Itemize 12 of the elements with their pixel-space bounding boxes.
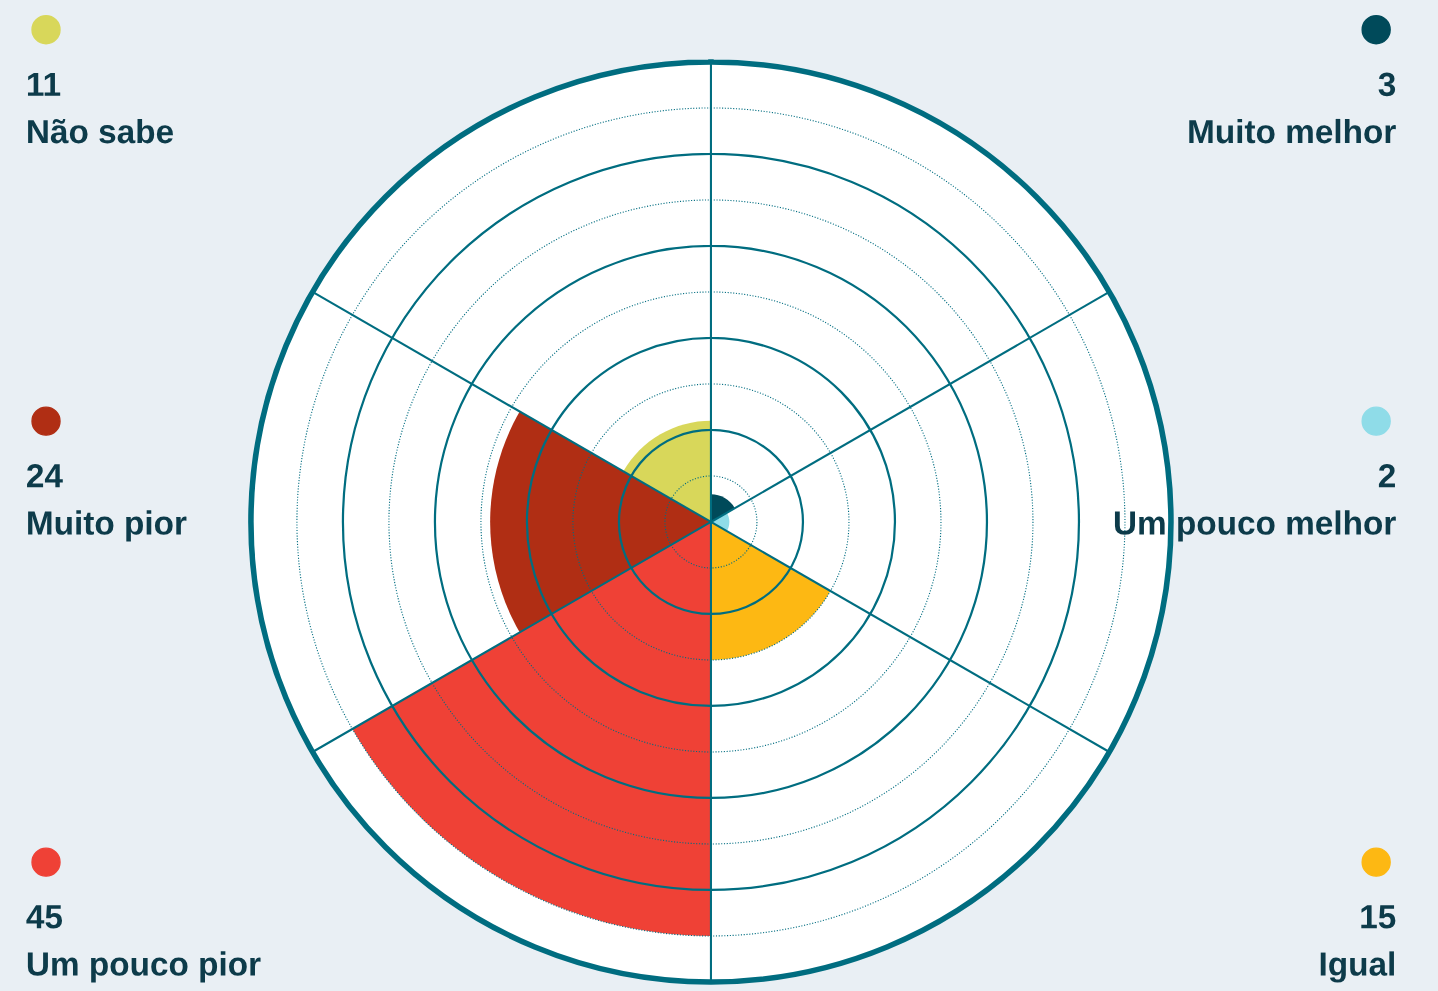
data-label: 2 — [1378, 464, 1395, 488]
category-label: Um pouco melhor — [1114, 510, 1396, 542]
data-label: 24 — [27, 464, 63, 488]
data-label: 11 — [27, 72, 61, 96]
data-label: 45 — [26, 905, 63, 929]
category-label: Não sabe — [28, 118, 173, 144]
category-label: Muito pior — [28, 510, 187, 542]
category-label: Muito melhor — [1189, 118, 1396, 144]
category-label: Um pouco pior — [27, 951, 261, 983]
data-label: 15 — [1361, 905, 1396, 929]
category-label: Igual — [1320, 951, 1394, 983]
data-label: 3 — [1378, 72, 1396, 97]
